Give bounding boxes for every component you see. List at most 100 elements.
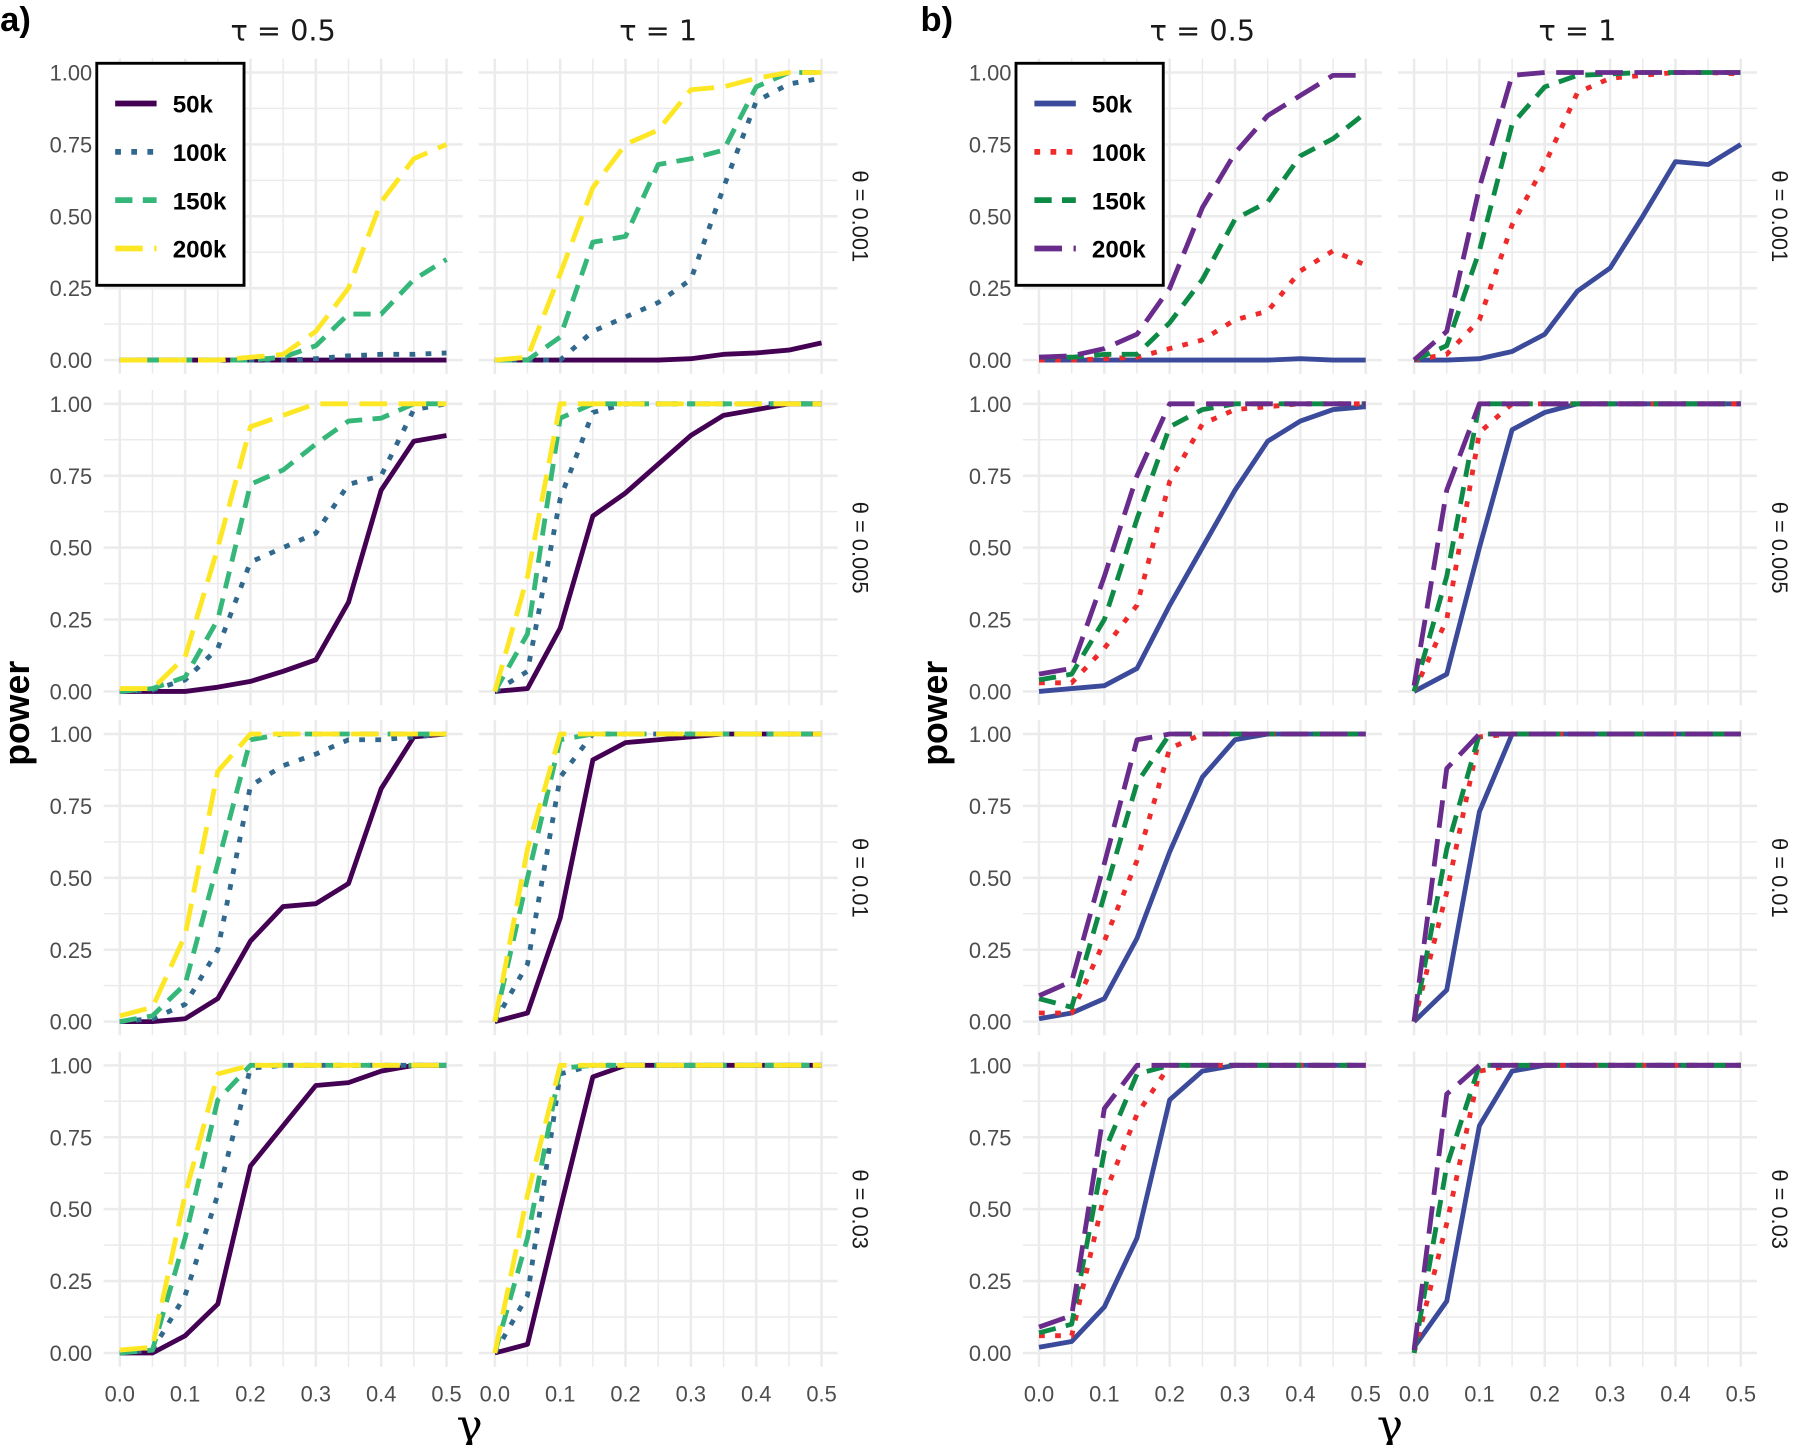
x-tick-label: 0.2 — [610, 1381, 640, 1406]
x-tick-label: 0.4 — [1285, 1381, 1315, 1406]
series-line-200k — [119, 142, 448, 363]
series-line-100k — [1039, 731, 1366, 1016]
x-tick-label: 0.2 — [1155, 1381, 1185, 1406]
facet-strip-theta: θ = 0.03 — [1767, 1169, 1792, 1249]
facet-strip-tau: τ = 1 — [1538, 13, 1616, 47]
y-tick-label: 0.50 — [969, 536, 1012, 561]
x-tick-label: 0.3 — [1595, 1381, 1625, 1406]
facet-panel: θ = 0.005 — [478, 390, 873, 706]
y-tick-label: 0.00 — [50, 1341, 93, 1366]
series-line-200k — [119, 731, 447, 1019]
y-tick-label: 0.00 — [50, 679, 93, 704]
x-tick-label: 0.1 — [545, 1381, 575, 1406]
x-tick-label: 0.1 — [170, 1381, 200, 1406]
y-tick-label: 0.25 — [969, 276, 1012, 301]
facet-strip-theta: θ = 0.01 — [848, 838, 873, 918]
x-axis-title: γ — [1377, 1400, 1403, 1445]
legend-label: 200k — [1092, 237, 1146, 264]
x-tick-label: 0.1 — [1464, 1381, 1494, 1406]
x-tick-label: 0.4 — [366, 1381, 396, 1406]
y-tick-label: 0.00 — [969, 1341, 1012, 1366]
series-line-50k — [494, 340, 823, 363]
series-line-50k — [494, 401, 822, 694]
series-line-200k — [1038, 1062, 1366, 1330]
facet-strip-tau: τ = 0.5 — [230, 13, 335, 47]
series-line-100k — [1039, 248, 1367, 363]
series-line-200k — [492, 731, 822, 1023]
series-line-50k — [1414, 142, 1743, 363]
series-line-50k — [119, 731, 447, 1025]
figure-panel-a: a) 0.00 0.25 0.50 0.75 1.00 τ = 0.5 τ = 1 θ = 0.… — [0, 1, 873, 1445]
y-tick-label: 0.50 — [969, 204, 1012, 229]
legend-label: 50k — [173, 92, 214, 119]
y-tick-label: 0.25 — [50, 276, 93, 301]
figure-panel-b: b) 0.00 0.25 0.50 0.75 1.00 τ = 0.5 τ = 1 θ = 0.… — [915, 1, 1792, 1445]
facet-panel: 0.00 0.25 0.50 0.75 1.00 — [50, 390, 463, 706]
series-line-150k — [119, 257, 448, 363]
facet-panel: 0.00 0.25 0.50 0.75 1.00 τ = 0.5 — [50, 13, 463, 374]
x-tick-label: 0.2 — [1530, 1381, 1560, 1406]
x-tick-label: 0.5 — [806, 1381, 836, 1406]
y-tick-label: 0.50 — [50, 536, 93, 561]
series-line-200k — [1411, 401, 1741, 687]
y-tick-label: 0.00 — [969, 348, 1012, 373]
legend-label: 50k — [1092, 92, 1133, 119]
facet-panel: 0.00 0.25 0.50 0.75 1.00 — [50, 720, 463, 1036]
facet-panel: 0.00 0.25 0.50 0.75 1.00 — [969, 390, 1382, 706]
x-tick-label: 0.2 — [235, 1381, 265, 1406]
series-line-200k — [1038, 401, 1366, 677]
series-line-150k — [119, 401, 447, 694]
y-tick-label: 0.50 — [969, 1197, 1012, 1222]
series-line-50k — [1039, 356, 1366, 363]
y-tick-label: 0.00 — [50, 348, 93, 373]
facet-strip-tau: τ = 0.5 — [1150, 13, 1255, 47]
facet-strip-tau: τ = 1 — [619, 13, 697, 47]
y-tick-label: 0.25 — [969, 608, 1012, 633]
facet-panel: θ = 0.01 — [478, 720, 873, 1036]
y-axis-title: power — [915, 661, 955, 766]
y-tick-label: 0.25 — [50, 938, 93, 963]
facet-strip-theta: θ = 0.001 — [848, 170, 873, 262]
facet-panel: 0.00 0.25 0.50 0.75 1.00 — [969, 720, 1382, 1036]
y-tick-label: 1.00 — [50, 392, 93, 417]
series-line-200k — [494, 70, 822, 363]
series-line-200k — [119, 401, 447, 691]
legend-label: 100k — [173, 140, 227, 167]
series-line-150k — [1411, 401, 1741, 693]
y-tick-label: 0.25 — [50, 1269, 93, 1294]
facet-strip-theta: θ = 0.001 — [1767, 170, 1792, 262]
series-line-200k — [119, 1062, 447, 1353]
x-tick-label: 0.3 — [301, 1381, 331, 1406]
figure-tag: a) — [0, 1, 31, 39]
series-line-50k — [119, 433, 447, 694]
y-tick-label: 1.00 — [50, 1053, 93, 1078]
facet-panel: 0.0 0.1 0.2 0.3 0.4 0.5 θ = 0.03 — [1397, 1051, 1792, 1406]
y-tick-label: 0.75 — [50, 1125, 93, 1150]
x-tick-label: 0.4 — [1660, 1381, 1690, 1406]
y-tick-label: 0.75 — [50, 132, 93, 157]
legend-label: 150k — [1092, 188, 1146, 215]
y-tick-label: 0.75 — [50, 794, 93, 819]
y-tick-label: 1.00 — [969, 61, 1012, 86]
y-tick-label: 0.00 — [969, 1010, 1012, 1035]
series-line-100k — [1413, 70, 1741, 363]
y-tick-label: 0.50 — [50, 866, 93, 891]
legend-label: 100k — [1092, 140, 1146, 167]
y-tick-label: 0.00 — [50, 1010, 93, 1035]
y-tick-label: 0.75 — [969, 1125, 1012, 1150]
series-line-150k — [494, 70, 822, 363]
series-line-150k — [1038, 731, 1366, 1010]
series-line-50k — [1038, 731, 1366, 1022]
series-line-200k — [1412, 70, 1741, 362]
y-tick-label: 0.00 — [969, 679, 1012, 704]
x-tick-label: 0.1 — [1089, 1381, 1119, 1406]
figure-tag: b) — [921, 1, 954, 39]
series-line-100k — [119, 731, 447, 1025]
legend: 50k 100k 150k 200k — [1014, 61, 1165, 287]
x-tick-label: 0.3 — [1220, 1381, 1250, 1406]
series-line-200k — [1038, 72, 1366, 360]
series-line-50k — [1038, 404, 1366, 694]
y-tick-label: 0.25 — [969, 938, 1012, 963]
series-line-50k — [119, 1062, 447, 1356]
series-line-100k — [494, 75, 822, 363]
